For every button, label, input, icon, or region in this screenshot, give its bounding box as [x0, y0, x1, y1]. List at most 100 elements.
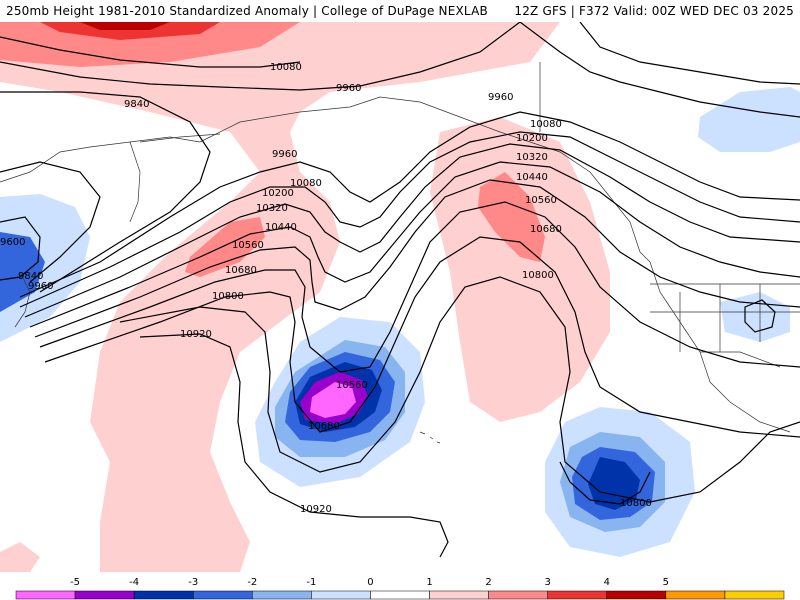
- anomaly-positive-east: [430, 117, 610, 422]
- anomaly-negative-se-dark: [588, 457, 640, 510]
- contour-10560-central: [39, 201, 800, 373]
- anomaly-darkred-north: [80, 22, 170, 30]
- contour-9960-central: [19, 111, 800, 298]
- positive-anomaly-layer: [0, 22, 610, 572]
- contour-label: 10680: [225, 265, 257, 276]
- legend-cell: [547, 590, 608, 600]
- anomaly-negative-ne: [698, 87, 800, 152]
- contour-10920-south: [139, 333, 449, 558]
- contour-9840-west: [0, 91, 211, 293]
- contour-9960-north: [0, 22, 521, 91]
- legend-cell: [192, 590, 253, 600]
- contour-label: 10680: [308, 421, 340, 432]
- legend-ticks: -5 -4 -3 -2 -1 0 1 2 3 4 5: [70, 577, 669, 588]
- legend-cell: [606, 590, 667, 600]
- map-canvas: 10080 9960 9840 9960 10080 10200 10320 1…: [0, 22, 800, 572]
- legend-tick-label: -3: [188, 577, 198, 588]
- legend-tick-label: -1: [306, 577, 316, 588]
- legend-cell: [429, 590, 489, 600]
- contour-10800-se-loop: [559, 461, 651, 505]
- contour-label: 10320: [516, 152, 548, 163]
- coastline-alaska: [199, 96, 611, 198]
- contour-label: 10800: [522, 270, 554, 281]
- legend-cell: [311, 590, 371, 600]
- contour-9600-west: [0, 216, 41, 281]
- contour-label: 10560: [336, 380, 368, 391]
- contour-label: 10800: [620, 498, 652, 509]
- contour-label: 10920: [300, 504, 332, 515]
- legend-cell: [665, 590, 726, 600]
- contour-10320-central: [29, 161, 800, 328]
- legend-tick-label: 3: [545, 577, 551, 588]
- contour-label: 9840: [124, 99, 149, 110]
- contour-label: 10200: [262, 188, 294, 199]
- legend-tick-label: 1: [426, 577, 432, 588]
- legend-cell: [252, 590, 312, 600]
- model-run-info: 12Z GFS | F372 Valid: 00Z WED DEC 03 202…: [514, 4, 794, 18]
- contour-label: 10080: [530, 119, 562, 130]
- anomaly-negative-central-magenta: [310, 382, 356, 418]
- contour-label: 9960: [28, 281, 53, 292]
- contour-label: 10560: [525, 195, 557, 206]
- contour-10200-central: [24, 143, 800, 318]
- legend-tick-label: -2: [247, 577, 257, 588]
- contour-label: 10920: [180, 329, 212, 340]
- coastline-kamchatka: [129, 141, 141, 223]
- contour-label: 10560: [232, 240, 264, 251]
- anomaly-moderate-east: [478, 172, 545, 262]
- contour-label: 9840: [18, 271, 43, 282]
- legend-cell: [15, 590, 76, 600]
- coastline-hawaii: [419, 431, 441, 444]
- contour-east-loop: [744, 299, 776, 333]
- contour-10800-central: [119, 276, 800, 503]
- contour-label: 10440: [516, 172, 548, 183]
- legend-cell: [370, 590, 430, 600]
- map-title: 250mb Height 1981-2010 Standardized Anom…: [6, 4, 488, 18]
- anomaly-moderate-west: [185, 217, 265, 277]
- legend-cells: [15, 590, 785, 600]
- header-bar: 250mb Height 1981-2010 Standardized Anom…: [0, 0, 800, 22]
- contour-ne-1: [519, 22, 800, 118]
- negative-anomaly-layer: [0, 87, 800, 557]
- contour-label: 10080: [270, 62, 302, 73]
- coastline-canada-west: [609, 196, 651, 263]
- contour-label: 9960: [336, 83, 361, 94]
- legend-tick-label: -4: [129, 577, 139, 588]
- contour-label: 10320: [256, 203, 288, 214]
- height-contours: [0, 22, 800, 558]
- coastline-aleutians: [139, 133, 221, 143]
- contour-ne-2: [579, 22, 800, 85]
- geography-layer: [0, 62, 800, 444]
- contour-label: 10440: [265, 222, 297, 233]
- anomaly-strong-north: [40, 22, 220, 40]
- legend-colorbar: -5 -4 -3 -2 -1 0 1 2 3 4 5: [15, 577, 785, 600]
- contour-label: 10080: [290, 178, 322, 189]
- legend-tick-label: 5: [663, 577, 669, 588]
- legend-cell: [74, 590, 135, 600]
- legend-tick-label: 4: [604, 577, 610, 588]
- coastline-asia: [0, 136, 201, 183]
- coastline-japan: [14, 271, 31, 328]
- contour-label: 10200: [516, 133, 548, 144]
- contour-label: 10680: [530, 224, 562, 235]
- contour-9720-west: [0, 161, 101, 283]
- legend-tick-label: -5: [70, 577, 80, 588]
- anomaly-negative-west: [0, 194, 90, 342]
- legend-tick-label: 0: [367, 577, 373, 588]
- legend-tick-label: 2: [485, 577, 491, 588]
- contour-label: 10800: [212, 291, 244, 302]
- anomaly-positive-north: [0, 22, 560, 572]
- border-us-mexico: [700, 351, 781, 368]
- contour-label: 9960: [272, 149, 297, 160]
- color-legend: -5 -4 -3 -2 -1 0 1 2 3 4 5: [0, 572, 800, 600]
- legend-cell: [488, 590, 548, 600]
- coastline-us-west: [649, 261, 791, 433]
- contour-10440-central: [34, 179, 800, 338]
- anomaly-negative-west-mid: [0, 232, 45, 312]
- contour-label: 9600: [0, 237, 25, 248]
- contour-10080-north: [0, 36, 301, 68]
- anomaly-positive-sw: [0, 542, 40, 572]
- contour-10680-central: [44, 236, 800, 438]
- contour-10080-central: [19, 131, 800, 308]
